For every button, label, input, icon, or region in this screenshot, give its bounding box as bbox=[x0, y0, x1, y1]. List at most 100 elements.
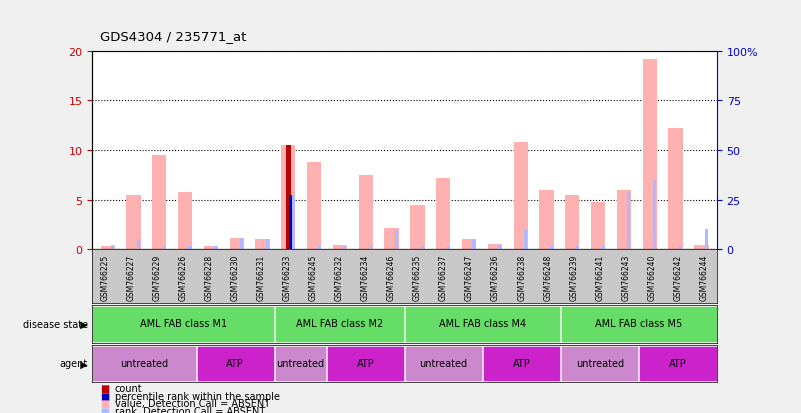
Text: GSM766225: GSM766225 bbox=[101, 254, 110, 300]
Text: ATP: ATP bbox=[227, 358, 244, 368]
Text: GSM766245: GSM766245 bbox=[309, 254, 318, 300]
Bar bbox=[488, 244, 502, 250]
Bar bbox=[705, 229, 708, 250]
Text: ■: ■ bbox=[100, 406, 110, 413]
Bar bbox=[215, 247, 217, 250]
Text: disease state: disease state bbox=[23, 319, 88, 329]
Text: GSM766239: GSM766239 bbox=[570, 254, 578, 300]
Text: GSM766236: GSM766236 bbox=[491, 254, 500, 300]
Bar bbox=[276, 347, 325, 380]
Text: value, Detection Call = ABSENT: value, Detection Call = ABSENT bbox=[115, 398, 270, 408]
Bar bbox=[344, 247, 347, 250]
Text: GSM766246: GSM766246 bbox=[387, 254, 396, 300]
Bar bbox=[653, 180, 656, 250]
Bar bbox=[484, 347, 559, 380]
Text: GSM766227: GSM766227 bbox=[127, 254, 135, 300]
Text: rank, Detection Call = ABSENT: rank, Detection Call = ABSENT bbox=[115, 406, 265, 413]
Text: untreated: untreated bbox=[420, 358, 468, 368]
Bar bbox=[627, 192, 630, 250]
Bar bbox=[203, 247, 218, 250]
Text: untreated: untreated bbox=[120, 358, 168, 368]
Bar bbox=[617, 190, 631, 250]
Bar bbox=[591, 202, 606, 250]
Text: untreated: untreated bbox=[276, 358, 324, 368]
Text: ATP: ATP bbox=[356, 358, 374, 368]
Bar bbox=[292, 195, 295, 250]
Bar bbox=[642, 59, 657, 250]
Bar bbox=[513, 143, 528, 250]
Text: ■: ■ bbox=[100, 383, 110, 393]
Bar bbox=[473, 239, 476, 250]
Text: agent: agent bbox=[60, 358, 88, 368]
Text: ATP: ATP bbox=[669, 358, 686, 368]
Text: GSM766233: GSM766233 bbox=[283, 254, 292, 300]
Text: AML FAB class M5: AML FAB class M5 bbox=[595, 318, 682, 328]
Bar bbox=[307, 163, 321, 250]
Bar bbox=[127, 195, 140, 250]
Bar bbox=[100, 247, 115, 250]
Bar bbox=[566, 195, 579, 250]
Text: GSM766240: GSM766240 bbox=[647, 254, 656, 300]
Text: GSM766241: GSM766241 bbox=[595, 254, 604, 300]
Bar bbox=[163, 247, 166, 250]
Text: GSM766247: GSM766247 bbox=[465, 254, 474, 300]
Bar bbox=[198, 347, 273, 380]
Bar bbox=[289, 195, 292, 250]
Bar bbox=[640, 347, 715, 380]
Bar bbox=[188, 247, 191, 250]
Text: AML FAB class M4: AML FAB class M4 bbox=[439, 318, 526, 328]
Text: ▶: ▶ bbox=[74, 358, 88, 368]
Text: ■: ■ bbox=[100, 398, 110, 408]
Bar bbox=[359, 176, 373, 250]
Text: GSM766226: GSM766226 bbox=[179, 254, 187, 300]
Text: GSM766237: GSM766237 bbox=[439, 254, 448, 300]
Text: AML FAB class M1: AML FAB class M1 bbox=[139, 318, 227, 328]
Bar bbox=[669, 129, 682, 250]
Bar bbox=[111, 245, 114, 250]
Text: GSM766232: GSM766232 bbox=[335, 254, 344, 300]
Bar bbox=[256, 239, 270, 250]
Bar bbox=[152, 156, 167, 250]
Text: GSM766228: GSM766228 bbox=[205, 254, 214, 300]
Bar bbox=[694, 245, 709, 250]
Bar bbox=[421, 247, 424, 250]
Bar bbox=[333, 245, 347, 250]
Bar bbox=[276, 307, 403, 341]
Bar bbox=[137, 239, 140, 250]
Bar bbox=[94, 347, 195, 380]
Bar bbox=[406, 347, 481, 380]
Text: GSM766238: GSM766238 bbox=[517, 254, 526, 300]
Bar bbox=[317, 247, 320, 250]
Bar bbox=[328, 347, 403, 380]
Text: GSM766230: GSM766230 bbox=[231, 254, 239, 300]
Bar bbox=[281, 146, 296, 250]
Bar bbox=[562, 347, 638, 380]
Text: untreated: untreated bbox=[576, 358, 624, 368]
Bar bbox=[462, 239, 476, 250]
Text: ■: ■ bbox=[100, 391, 110, 401]
Bar bbox=[94, 307, 273, 341]
Text: GDS4304 / 235771_at: GDS4304 / 235771_at bbox=[100, 31, 247, 43]
Bar bbox=[395, 229, 398, 250]
Text: GSM766244: GSM766244 bbox=[699, 254, 708, 300]
Bar bbox=[562, 307, 715, 341]
Text: GSM766235: GSM766235 bbox=[413, 254, 422, 300]
Bar bbox=[240, 238, 244, 250]
Text: AML FAB class M2: AML FAB class M2 bbox=[296, 318, 383, 328]
Bar bbox=[384, 228, 399, 250]
Text: GSM766243: GSM766243 bbox=[622, 254, 630, 300]
Text: GSM766242: GSM766242 bbox=[674, 254, 682, 300]
Bar bbox=[178, 192, 192, 250]
Text: count: count bbox=[115, 383, 142, 393]
Text: ▶: ▶ bbox=[74, 319, 88, 329]
Bar bbox=[524, 229, 527, 250]
Text: GSM766229: GSM766229 bbox=[153, 254, 162, 300]
Text: GSM766248: GSM766248 bbox=[543, 254, 552, 300]
Text: percentile rank within the sample: percentile rank within the sample bbox=[115, 391, 280, 401]
Bar bbox=[410, 205, 425, 250]
Bar bbox=[539, 190, 553, 250]
Bar bbox=[679, 247, 682, 250]
Bar bbox=[447, 247, 449, 250]
Bar bbox=[266, 239, 269, 250]
Bar bbox=[576, 247, 579, 250]
